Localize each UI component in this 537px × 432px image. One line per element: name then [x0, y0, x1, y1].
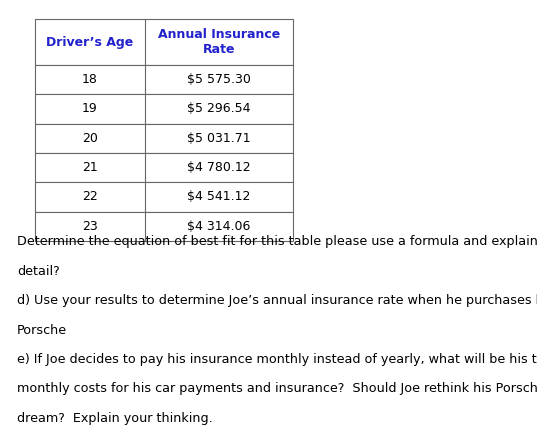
Bar — [35, 94, 293, 124]
Text: Determine the equation of best fit for this table please use a formula and expla: Determine the equation of best fit for t… — [17, 235, 537, 248]
Text: 23: 23 — [82, 220, 98, 233]
Text: e) If Joe decides to pay his insurance monthly instead of yearly, what will be h: e) If Joe decides to pay his insurance m… — [17, 353, 537, 366]
Text: dream?  Explain your thinking.: dream? Explain your thinking. — [17, 412, 213, 425]
Text: d) Use your results to determine Joe’s annual insurance rate when he purchases h: d) Use your results to determine Joe’s a… — [17, 294, 537, 307]
Text: detail?: detail? — [17, 265, 60, 278]
Text: $4 780.12: $4 780.12 — [187, 161, 251, 174]
Bar — [35, 153, 293, 182]
Text: Porsche: Porsche — [17, 324, 67, 337]
Text: Driver’s Age: Driver’s Age — [46, 35, 134, 49]
Text: $5 575.30: $5 575.30 — [187, 73, 251, 86]
Text: 20: 20 — [82, 132, 98, 145]
Bar — [35, 19, 293, 65]
Text: monthly costs for his car payments and insurance?  Should Joe rethink his Porsch: monthly costs for his car payments and i… — [17, 382, 537, 395]
Text: 21: 21 — [82, 161, 98, 174]
Text: $5 031.71: $5 031.71 — [187, 132, 251, 145]
Text: 22: 22 — [82, 191, 98, 203]
Text: 18: 18 — [82, 73, 98, 86]
Text: 19: 19 — [82, 102, 98, 115]
Bar — [35, 212, 293, 241]
Text: $4 314.06: $4 314.06 — [187, 220, 251, 233]
Text: $4 541.12: $4 541.12 — [187, 191, 251, 203]
Text: Annual Insurance
Rate: Annual Insurance Rate — [158, 28, 280, 56]
Bar — [35, 124, 293, 153]
Bar — [35, 182, 293, 212]
Bar — [35, 65, 293, 94]
Text: $5 296.54: $5 296.54 — [187, 102, 251, 115]
